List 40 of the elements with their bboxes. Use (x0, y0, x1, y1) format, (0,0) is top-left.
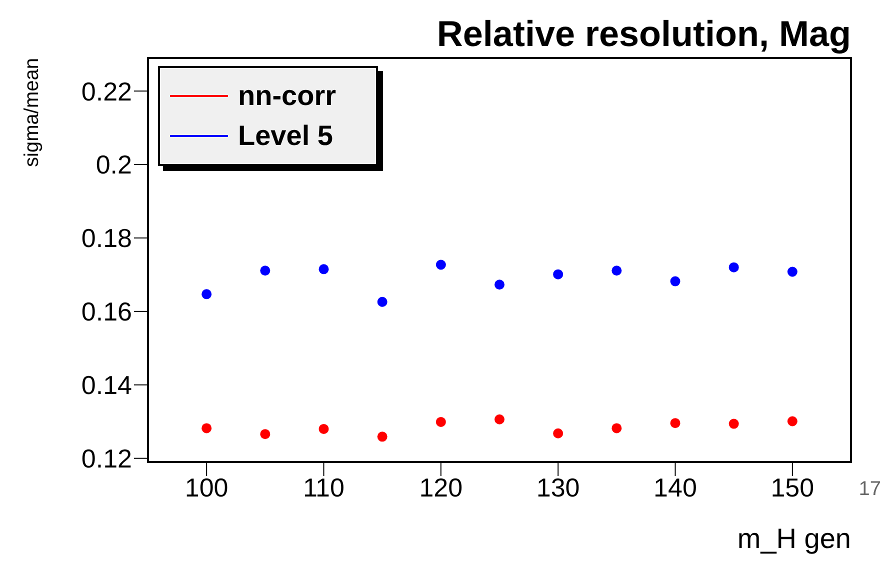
point (787, 266, 798, 277)
point (260, 429, 270, 440)
x-tick-label: 140 (654, 472, 697, 502)
chart-title: Relative resolution, Mag (436, 13, 851, 54)
point (728, 418, 739, 429)
point (318, 424, 329, 434)
x-tick-label: 150 (770, 472, 814, 502)
legend-label: Level 5 (238, 120, 333, 152)
point (318, 264, 329, 274)
y-tick-label: 0.22 (81, 76, 132, 106)
y-tick-label: 0.2 (96, 150, 132, 180)
point (670, 418, 680, 428)
point (436, 260, 446, 270)
x-tick-label: 100 (184, 472, 228, 502)
y-tick-label: 0.18 (81, 223, 132, 254)
y-axis-title: sigma/mean (21, 58, 43, 167)
x-tick-label: 130 (536, 472, 580, 502)
point (260, 266, 270, 276)
point (612, 266, 622, 276)
point (202, 289, 212, 300)
point (553, 269, 564, 280)
x-axis-title: m_H gen (737, 523, 851, 554)
point (494, 280, 504, 290)
point (728, 262, 739, 272)
point (553, 428, 564, 438)
point (494, 414, 504, 424)
y-tick-label: 0.16 (81, 296, 132, 327)
legend-label: nn-corr (238, 80, 336, 112)
x-tick-label: 120 (419, 472, 463, 502)
point (787, 416, 798, 426)
text: 17 (858, 478, 881, 501)
y-tick-label: 0.12 (81, 444, 132, 474)
point (436, 416, 446, 427)
x-tick-label: 110 (303, 472, 344, 502)
y-tick-label: 0.14 (81, 370, 132, 400)
point (612, 423, 622, 434)
point (202, 423, 212, 434)
point (670, 276, 680, 286)
point (377, 296, 388, 307)
point (377, 432, 388, 442)
